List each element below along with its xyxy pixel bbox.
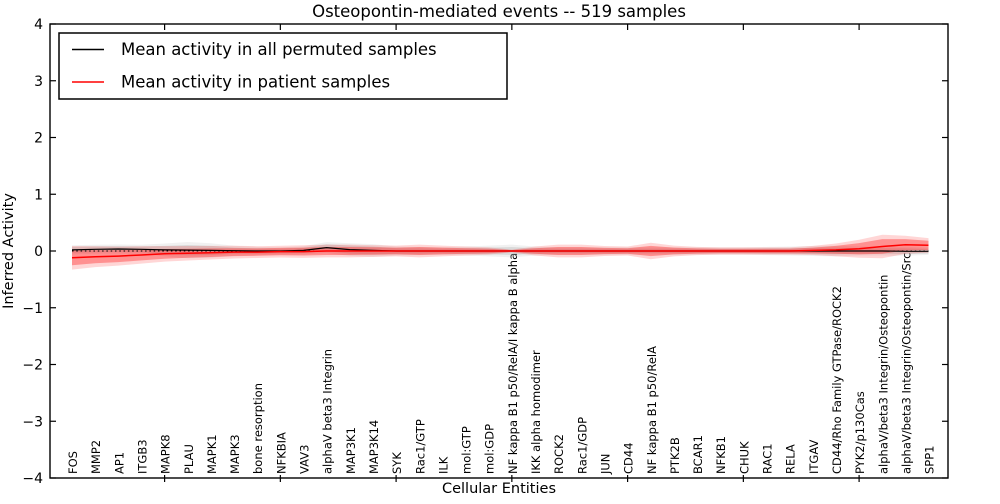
y-tick-label: −1	[22, 301, 43, 317]
x-tick-label: Rac1/GTP	[413, 419, 427, 474]
x-tick-label: BCAR1	[691, 435, 705, 474]
x-tick-label: Rac1/GDP	[575, 417, 589, 474]
legend-label-permuted-samples: Mean activity in all permuted samples	[121, 40, 437, 59]
y-tick-label: 3	[34, 74, 43, 90]
x-tick-label: ROCK2	[552, 434, 566, 474]
x-tick-label: AP1	[112, 452, 126, 474]
x-tick-label: ITGB3	[135, 439, 149, 474]
x-tick-labels-layer: FOS MMP2 AP1 ITGB3 MAPK8 PLAU MAPK1 MAPK3 bone r…	[66, 253, 937, 475]
x-tick-label: ILK	[436, 456, 450, 474]
x-tick-label: FOS	[66, 451, 80, 474]
y-tick-label: 2	[34, 131, 43, 147]
x-tick-label: NFKBIA	[274, 432, 288, 474]
x-tick-label: VAV3	[298, 445, 312, 474]
x-tick-label: mol:GDP	[483, 424, 497, 474]
x-tick-label: RAC1	[761, 443, 775, 474]
x-tick-label: RELA	[784, 444, 798, 474]
x-axis-label: Cellular Entities	[442, 481, 556, 497]
x-tick-label: bone resorption	[251, 383, 265, 474]
x-tick-label: alphaV/beta3 Integrin/Osteopontin/Src	[899, 253, 913, 474]
lines-layer	[71, 244, 929, 259]
x-tick-label: MAP3K14	[367, 420, 381, 474]
x-tick-label: PTK2B	[668, 437, 682, 474]
x-tick-label: alphaV/beta3 Integrin/Osteopontin	[876, 275, 890, 474]
y-tick-label: 4	[34, 17, 43, 33]
x-tick-label: PYK2/p130Cas	[853, 391, 867, 474]
x-tick-label: MAPK1	[205, 434, 219, 474]
x-tick-label: alphaV beta3 Integrin	[321, 349, 335, 474]
x-tick-label: MAPK3	[228, 434, 242, 474]
y-tick-label: 1	[34, 187, 43, 203]
y-tick-label: −2	[22, 358, 43, 374]
chart-title: Osteopontin-mediated events -- 519 sampl…	[312, 2, 686, 21]
y-tick-label: −4	[22, 471, 43, 487]
bands-layer	[72, 234, 929, 270]
x-tick-label: JUN	[598, 454, 612, 475]
x-tick-label: MMP2	[89, 440, 103, 474]
patient-band-inner	[72, 239, 929, 266]
x-tick-label: CD44	[622, 442, 636, 474]
x-tick-label: CHUK	[737, 441, 751, 474]
legend-box	[58, 32, 508, 100]
x-tick-label: CD44/Rho Family GTPase/ROCK2	[830, 286, 844, 474]
x-tick-label: MAPK8	[159, 434, 173, 474]
y-axis-label: Inferred Activity	[1, 193, 17, 309]
x-tick-label: NF kappa B1 p50/RelA	[645, 346, 659, 474]
y-tick-label: 0	[34, 244, 43, 260]
x-tick-label: IKK alpha homodimer	[529, 350, 543, 474]
legend-label-patient-samples: Mean activity in patient samples	[121, 73, 390, 92]
axes-layer: 4 3 2 1 0 −1 −2 −3 −4	[22, 17, 949, 487]
x-tick-label: SPP1	[923, 446, 937, 475]
legend: Mean activity in all permuted samples Me…	[58, 32, 508, 100]
x-tick-label: ITGAV	[807, 440, 821, 474]
x-tick-label: SYK	[390, 452, 404, 474]
permuted-band-inner	[72, 244, 929, 256]
y-tick-label: −3	[22, 414, 43, 430]
x-tick-label: NF kappa B1 p50/RelA/I kappa B alpha	[506, 253, 520, 474]
x-tick-label: mol:GTP	[460, 426, 474, 474]
x-tick-label: NFKB1	[714, 436, 728, 474]
permuted-band-outer	[72, 242, 929, 259]
x-tick-label: MAP3K1	[344, 427, 358, 474]
x-tick-label: PLAU	[182, 444, 196, 474]
patient-band-outer	[72, 234, 929, 270]
patient-mean-line	[71, 244, 929, 259]
